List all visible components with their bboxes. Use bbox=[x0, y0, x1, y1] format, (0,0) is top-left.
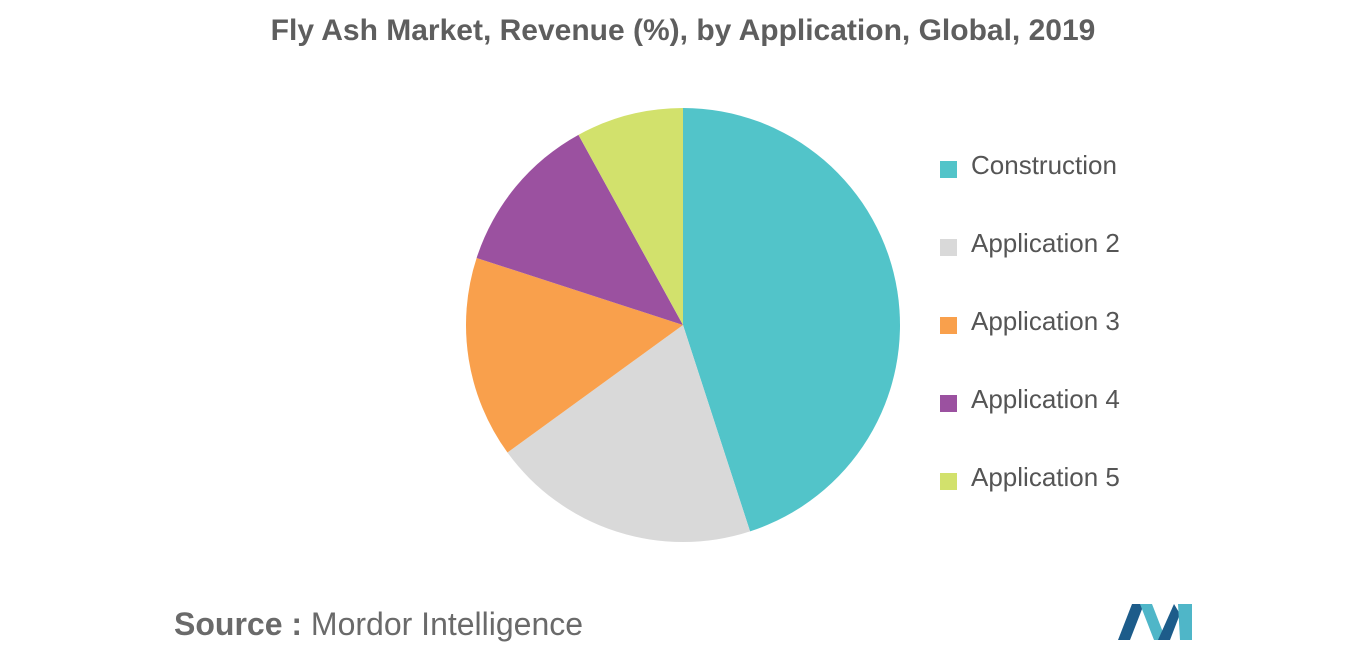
legend-item: Application 2 bbox=[940, 228, 1120, 306]
legend-swatch bbox=[940, 473, 957, 490]
source-label: Source : bbox=[174, 606, 303, 642]
legend-item: Application 3 bbox=[940, 306, 1120, 384]
legend-item: Application 5 bbox=[940, 462, 1120, 540]
mordor-intelligence-logo-icon bbox=[1118, 604, 1192, 640]
pie-slice-3 bbox=[466, 257, 683, 453]
logo-middle-stroke bbox=[1140, 604, 1166, 640]
pie-slice-4 bbox=[476, 134, 683, 325]
chart-title: Fly Ash Market, Revenue (%), by Applicat… bbox=[270, 14, 1096, 47]
legend-item: Application 4 bbox=[940, 384, 1120, 462]
legend: Construction Application 2 Application 3 Ap… bbox=[940, 150, 1120, 540]
source-note: Source : Mordor Intelligence bbox=[174, 606, 583, 643]
legend-label: Application 2 bbox=[971, 228, 1120, 258]
legend-item: Construction bbox=[940, 150, 1120, 228]
legend-label: Application 3 bbox=[971, 306, 1120, 336]
legend-swatch bbox=[940, 239, 957, 256]
pie-slices bbox=[466, 108, 900, 542]
logo-left-stroke bbox=[1118, 604, 1144, 640]
legend-label: Application 4 bbox=[971, 384, 1120, 414]
source-text: Mordor Intelligence bbox=[310, 606, 584, 642]
pie-slice-2 bbox=[507, 325, 751, 542]
legend-swatch bbox=[940, 395, 957, 412]
legend-label: Application 5 bbox=[971, 462, 1120, 492]
legend-label: Construction bbox=[971, 150, 1117, 180]
legend-swatch bbox=[940, 317, 957, 334]
logo-middle-right-stroke bbox=[1158, 604, 1180, 640]
pie-slice-1 bbox=[683, 108, 900, 532]
legend-swatch bbox=[940, 161, 957, 178]
pie-slice-5 bbox=[578, 108, 683, 325]
logo-right-stroke bbox=[1178, 604, 1192, 640]
